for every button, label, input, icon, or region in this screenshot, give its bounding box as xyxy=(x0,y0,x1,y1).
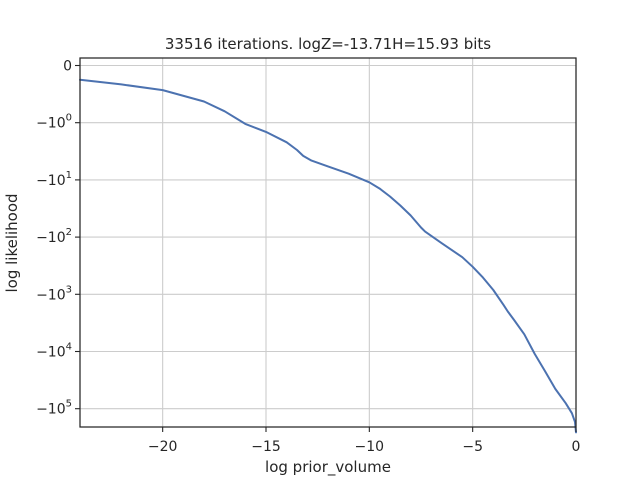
y-tick-label-exponent: 3 xyxy=(66,284,72,295)
y-tick-label-exponent: 0 xyxy=(66,113,72,124)
y-tick-label-base: 0 xyxy=(63,59,72,75)
y-tick-label: −101 xyxy=(36,170,72,189)
y-tick-label: 0 xyxy=(63,59,72,75)
y-axis-ticks: 0−100−101−102−103−104−105 xyxy=(36,59,80,418)
grid-lines xyxy=(80,58,577,427)
y-tick-label-exponent: 4 xyxy=(66,342,72,353)
x-axis-ticks: −20 −15 −10 −5 0 xyxy=(148,427,581,455)
y-tick-label-exponent: 1 xyxy=(66,170,72,181)
y-tick-label-base: −10 xyxy=(36,402,66,418)
chart-title: 33516 iterations. logZ=-13.71H=15.93 bit… xyxy=(165,35,491,53)
plot-line-layer xyxy=(79,78,577,434)
y-axis-label: log likelihood xyxy=(3,193,21,292)
y-tick-label-base: −10 xyxy=(36,345,66,361)
plot-frame xyxy=(79,57,577,428)
x-tick-label: −5 xyxy=(462,439,483,455)
y-tick-label: −103 xyxy=(36,284,72,303)
x-tick-label: −15 xyxy=(251,439,281,455)
series-line-0 xyxy=(79,78,577,434)
x-axis-label: log prior_volume xyxy=(265,458,391,477)
y-tick-label-exponent: 2 xyxy=(66,227,72,238)
x-tick-label: −20 xyxy=(148,439,178,455)
y-tick-label-base: −10 xyxy=(36,173,66,189)
x-tick-label: 0 xyxy=(572,439,581,455)
y-tick-label: −102 xyxy=(36,227,72,246)
y-tick-label: −104 xyxy=(36,342,72,361)
y-tick-label: −105 xyxy=(36,399,72,418)
y-tick-label-exponent: 5 xyxy=(66,399,72,410)
y-tick-label-base: −10 xyxy=(36,287,66,303)
y-tick-label: −100 xyxy=(36,113,72,132)
y-tick-label-base: −10 xyxy=(36,116,66,132)
x-tick-label: −10 xyxy=(355,439,385,455)
y-tick-label-base: −10 xyxy=(36,230,66,246)
